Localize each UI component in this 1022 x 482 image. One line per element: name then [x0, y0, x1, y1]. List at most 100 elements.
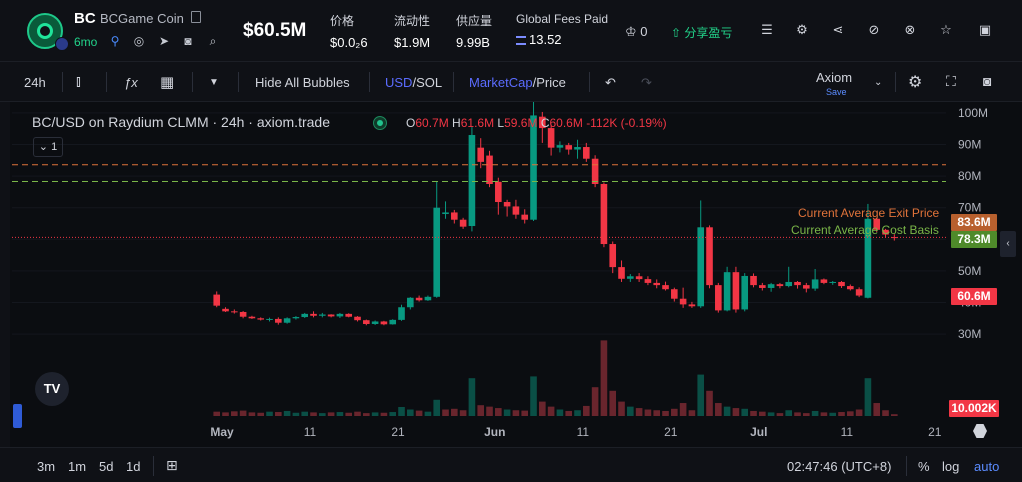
tradingview-logo[interactable]: TV — [35, 372, 69, 406]
candle-body — [556, 145, 564, 148]
layout-chevron-icon[interactable]: ⌄ — [874, 77, 883, 88]
telegram-icon[interactable]: ➤ — [158, 34, 170, 48]
chevron-down-icon[interactable]: ▼ — [209, 77, 219, 88]
holders-counter[interactable]: ♔ 0 — [625, 24, 648, 40]
candle-body — [583, 147, 590, 159]
chevron-left-icon[interactable]: ‹ — [1000, 231, 1016, 257]
candle-type-icon[interactable]: ⫾ — [76, 73, 81, 90]
range-5d[interactable]: 5d — [99, 459, 114, 474]
crown-icon: ♔ — [625, 24, 637, 39]
screenshot-icon[interactable]: ◙ — [983, 73, 992, 89]
volume-bars — [213, 340, 898, 416]
auto-toggle[interactable]: auto — [974, 459, 1000, 474]
hide-bubbles-button[interactable]: Hide All Bubbles — [255, 75, 350, 90]
clock-time[interactable]: 02:47:46 (UTC+8) — [787, 459, 892, 474]
volume-bar — [266, 411, 273, 416]
y-tick-label: 80M — [958, 169, 981, 183]
candle-body — [855, 289, 863, 296]
volume-bar — [565, 410, 573, 416]
candle-body — [759, 285, 766, 288]
x-tick-label: 21 — [928, 425, 942, 439]
exit-price-label: Current Average Exit Price — [798, 206, 940, 220]
drawing-toolbar-toggle[interactable] — [13, 404, 22, 428]
range-1m[interactable]: 1m — [68, 459, 87, 474]
currency-toggle[interactable]: USD/SOL — [385, 75, 442, 90]
templates-icon[interactable]: ▦ — [160, 74, 175, 91]
copy-icon[interactable] — [191, 11, 201, 23]
volume-bar — [239, 410, 247, 416]
volume-bar — [847, 411, 854, 416]
scroll-to-realtime-icon[interactable] — [973, 424, 987, 438]
candle-body — [644, 279, 652, 283]
layout-save[interactable]: Save — [826, 87, 847, 97]
range-3m[interactable]: 3m — [37, 459, 56, 474]
settings-icon[interactable]: ⚙ — [908, 74, 923, 91]
token-age: 6mo — [74, 35, 98, 49]
date-range-icon[interactable]: ⊞ — [166, 457, 178, 473]
candle-body — [477, 147, 485, 162]
candle-body — [618, 267, 625, 279]
layout-name[interactable]: Axiom — [816, 70, 853, 85]
metric-toggle[interactable]: MarketCap/Price — [469, 75, 566, 90]
redo-icon[interactable]: ↷ — [641, 75, 652, 90]
volume-bar — [820, 412, 828, 416]
candle-body — [327, 314, 335, 317]
hide-alt-icon[interactable]: ⊗ — [904, 22, 916, 37]
candle-body — [609, 244, 617, 268]
gear-icon[interactable]: ⚙ — [796, 22, 808, 37]
candlestick-chart[interactable]: 30M40M50M60M70M80M90M100M110M120M May112… — [0, 102, 1022, 447]
high-value: 61.6M — [460, 116, 495, 130]
candle-body — [706, 227, 713, 286]
collapse-legend-button[interactable]: ⌄ 1 — [33, 137, 63, 157]
log-toggle[interactable]: log — [942, 459, 960, 474]
candle-body — [389, 319, 397, 325]
volume-bar — [547, 406, 555, 416]
candle-body — [776, 284, 784, 287]
high-label: H — [452, 116, 461, 130]
discord-icon[interactable]: ◙ — [184, 34, 192, 48]
list-icon[interactable]: ☰ — [761, 22, 773, 37]
hide-icon[interactable]: ⊘ — [868, 22, 880, 37]
percent-toggle[interactable]: % — [918, 459, 930, 474]
candle-body — [767, 284, 775, 288]
open-label: O — [406, 116, 416, 130]
user-icon[interactable]: ⚲ — [110, 34, 120, 48]
volume-bar — [301, 411, 309, 416]
volume-bar — [433, 399, 441, 416]
y-tick-label: 30M — [958, 327, 981, 341]
close-label: C — [540, 116, 550, 130]
volume-bar — [310, 412, 317, 416]
candle-body — [732, 272, 740, 310]
candle-body — [345, 313, 353, 317]
volume-bar — [213, 411, 221, 416]
y-tick-label: 50M — [958, 264, 981, 278]
star-icon[interactable]: ☆ — [940, 22, 952, 37]
metric-price: /Price — [532, 75, 566, 90]
undo-icon[interactable]: ↶ — [605, 75, 616, 90]
search-icon[interactable]: ⌕ — [209, 34, 217, 48]
candle-body — [794, 281, 801, 286]
candle-body — [547, 128, 555, 148]
stat-liquidity: 流动性 $1.9M — [394, 12, 430, 50]
window-icon[interactable]: ▣ — [978, 22, 992, 37]
volume-bar — [222, 412, 229, 416]
candle-body — [679, 298, 687, 305]
globe-icon[interactable]: ◎ — [133, 34, 145, 48]
share-pnl-button[interactable]: ⇧ 分享盈亏 — [671, 24, 732, 41]
stat-value: $0.0₂6 — [330, 35, 368, 50]
share-icon[interactable]: ⋖ — [832, 22, 844, 37]
last-price-tag: 60.6M — [951, 288, 997, 305]
y-tick-label: 100M — [958, 106, 988, 120]
fullscreen-icon[interactable]: ⛶ — [946, 73, 956, 89]
bottom-toolbar: 3m 1m 5d 1d ⊞ 02:47:46 (UTC+8) % log aut… — [0, 447, 1022, 482]
candle-body — [591, 158, 599, 184]
x-axis[interactable]: May 11 21 Jun 11 21 Jul 11 21 — [210, 425, 941, 439]
volume-bar — [732, 408, 740, 416]
candle-body — [715, 285, 722, 311]
indicators-icon[interactable]: ƒx — [124, 75, 138, 90]
volume-bar — [459, 410, 467, 416]
interval-button[interactable]: 24h — [24, 75, 46, 90]
candle-body — [239, 311, 247, 317]
range-1d[interactable]: 1d — [126, 459, 141, 474]
candle-body — [292, 317, 300, 319]
